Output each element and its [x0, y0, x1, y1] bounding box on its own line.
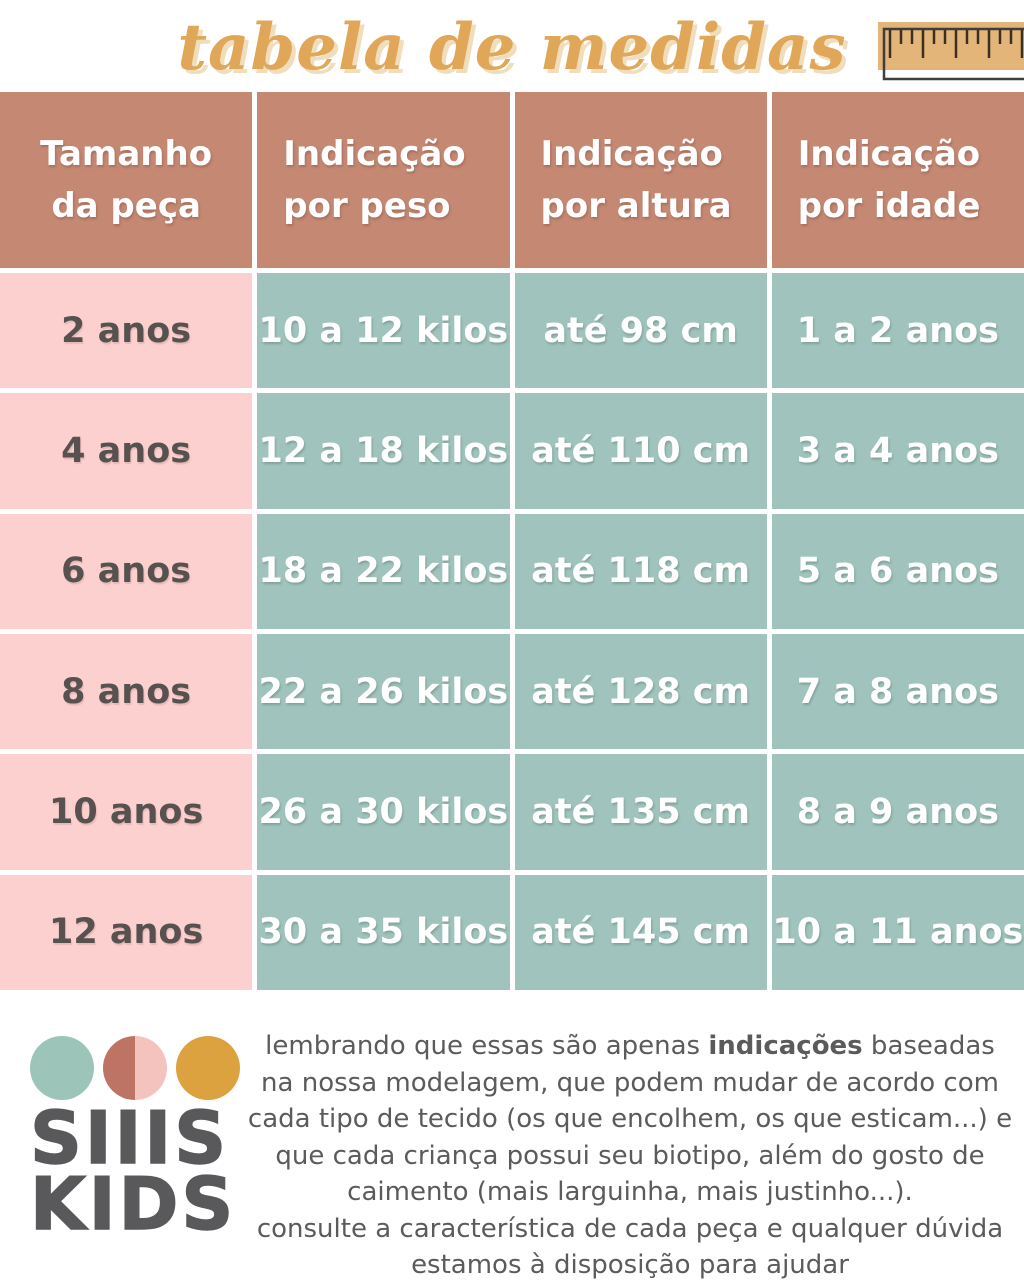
age-cell: 5 a 6 anos: [771, 513, 1024, 629]
ruler-icon: [878, 22, 1024, 81]
height-cell: até 145 cm: [514, 874, 767, 990]
size-cell: 6 anos: [0, 513, 253, 629]
height-cell: até 135 cm: [514, 754, 767, 870]
size-cell: 8 anos: [0, 634, 253, 750]
weight-cell: 22 a 26 kilos: [257, 634, 510, 750]
age-cell: 10 a 11 anos: [771, 874, 1024, 990]
height-cell: até 128 cm: [514, 634, 767, 750]
age-cell: 1 a 2 anos: [771, 273, 1024, 389]
header-size: Tamanho da peça: [0, 92, 253, 268]
logo-circle-split-icon: [103, 1036, 167, 1100]
size-cell: 12 anos: [0, 874, 253, 990]
age-cell: 8 a 9 anos: [771, 754, 1024, 870]
logo-circle-teal-icon: [30, 1036, 94, 1100]
page-title: tabela de medidas: [177, 10, 847, 85]
age-cell: 3 a 4 anos: [771, 393, 1024, 509]
weight-cell: 10 a 12 kilos: [257, 273, 510, 389]
size-table: Tamanho da peça Indicação por peso Indic…: [0, 92, 1024, 990]
header-weight-line1: Indicação: [283, 134, 466, 174]
size-cell: 4 anos: [0, 393, 253, 509]
header-age: Indicação por idade: [771, 92, 1024, 268]
note-before: lembrando que essas são apenas: [265, 1031, 709, 1061]
logo-line2: KIDS: [29, 1162, 237, 1246]
weight-cell: 12 a 18 kilos: [257, 393, 510, 509]
header-age-line2: por idade: [797, 186, 981, 226]
header-height: Indicação por altura: [514, 92, 767, 268]
note-middle: baseadas na nossa modelagem, que podem m…: [247, 1031, 1013, 1207]
age-cell: 7 a 8 anos: [771, 634, 1024, 750]
note-paragraph-1: lembrando que essas são apenas indicaçõe…: [246, 1028, 1014, 1211]
header-size-line1: Tamanho: [40, 134, 213, 174]
height-cell: até 118 cm: [514, 513, 767, 629]
disclaimer-note: lembrando que essas são apenas indicaçõe…: [246, 1028, 1014, 1284]
logo-wordmark: SIIIS KIDS: [29, 1096, 244, 1246]
header-height-line1: Indicação: [540, 134, 723, 174]
brand-logo: SIIIS KIDS: [29, 1036, 244, 1246]
header-weight: Indicação por peso: [257, 92, 510, 268]
size-cell: 10 anos: [0, 754, 253, 870]
height-cell: até 98 cm: [514, 273, 767, 389]
height-cell: até 110 cm: [514, 393, 767, 509]
logo-circle-gold-icon: [176, 1036, 240, 1100]
logo-line1: SIIIS: [29, 1096, 230, 1180]
header-weight-line2: por peso: [283, 186, 451, 226]
header-height-line2: por altura: [540, 186, 732, 226]
note-paragraph-2: consulte a característica de cada peça e…: [256, 1213, 1004, 1281]
weight-cell: 26 a 30 kilos: [257, 754, 510, 870]
size-cell: 2 anos: [0, 273, 253, 389]
title-bar: tabela de medidas: [0, 0, 1024, 96]
weight-cell: 30 a 35 kilos: [257, 874, 510, 990]
note-bold: indicações: [708, 1031, 863, 1061]
header-age-line1: Indicação: [797, 134, 981, 174]
weight-cell: 18 a 22 kilos: [257, 513, 510, 629]
logo-circles: [30, 1036, 244, 1100]
header-size-line2: da peça: [51, 186, 201, 226]
